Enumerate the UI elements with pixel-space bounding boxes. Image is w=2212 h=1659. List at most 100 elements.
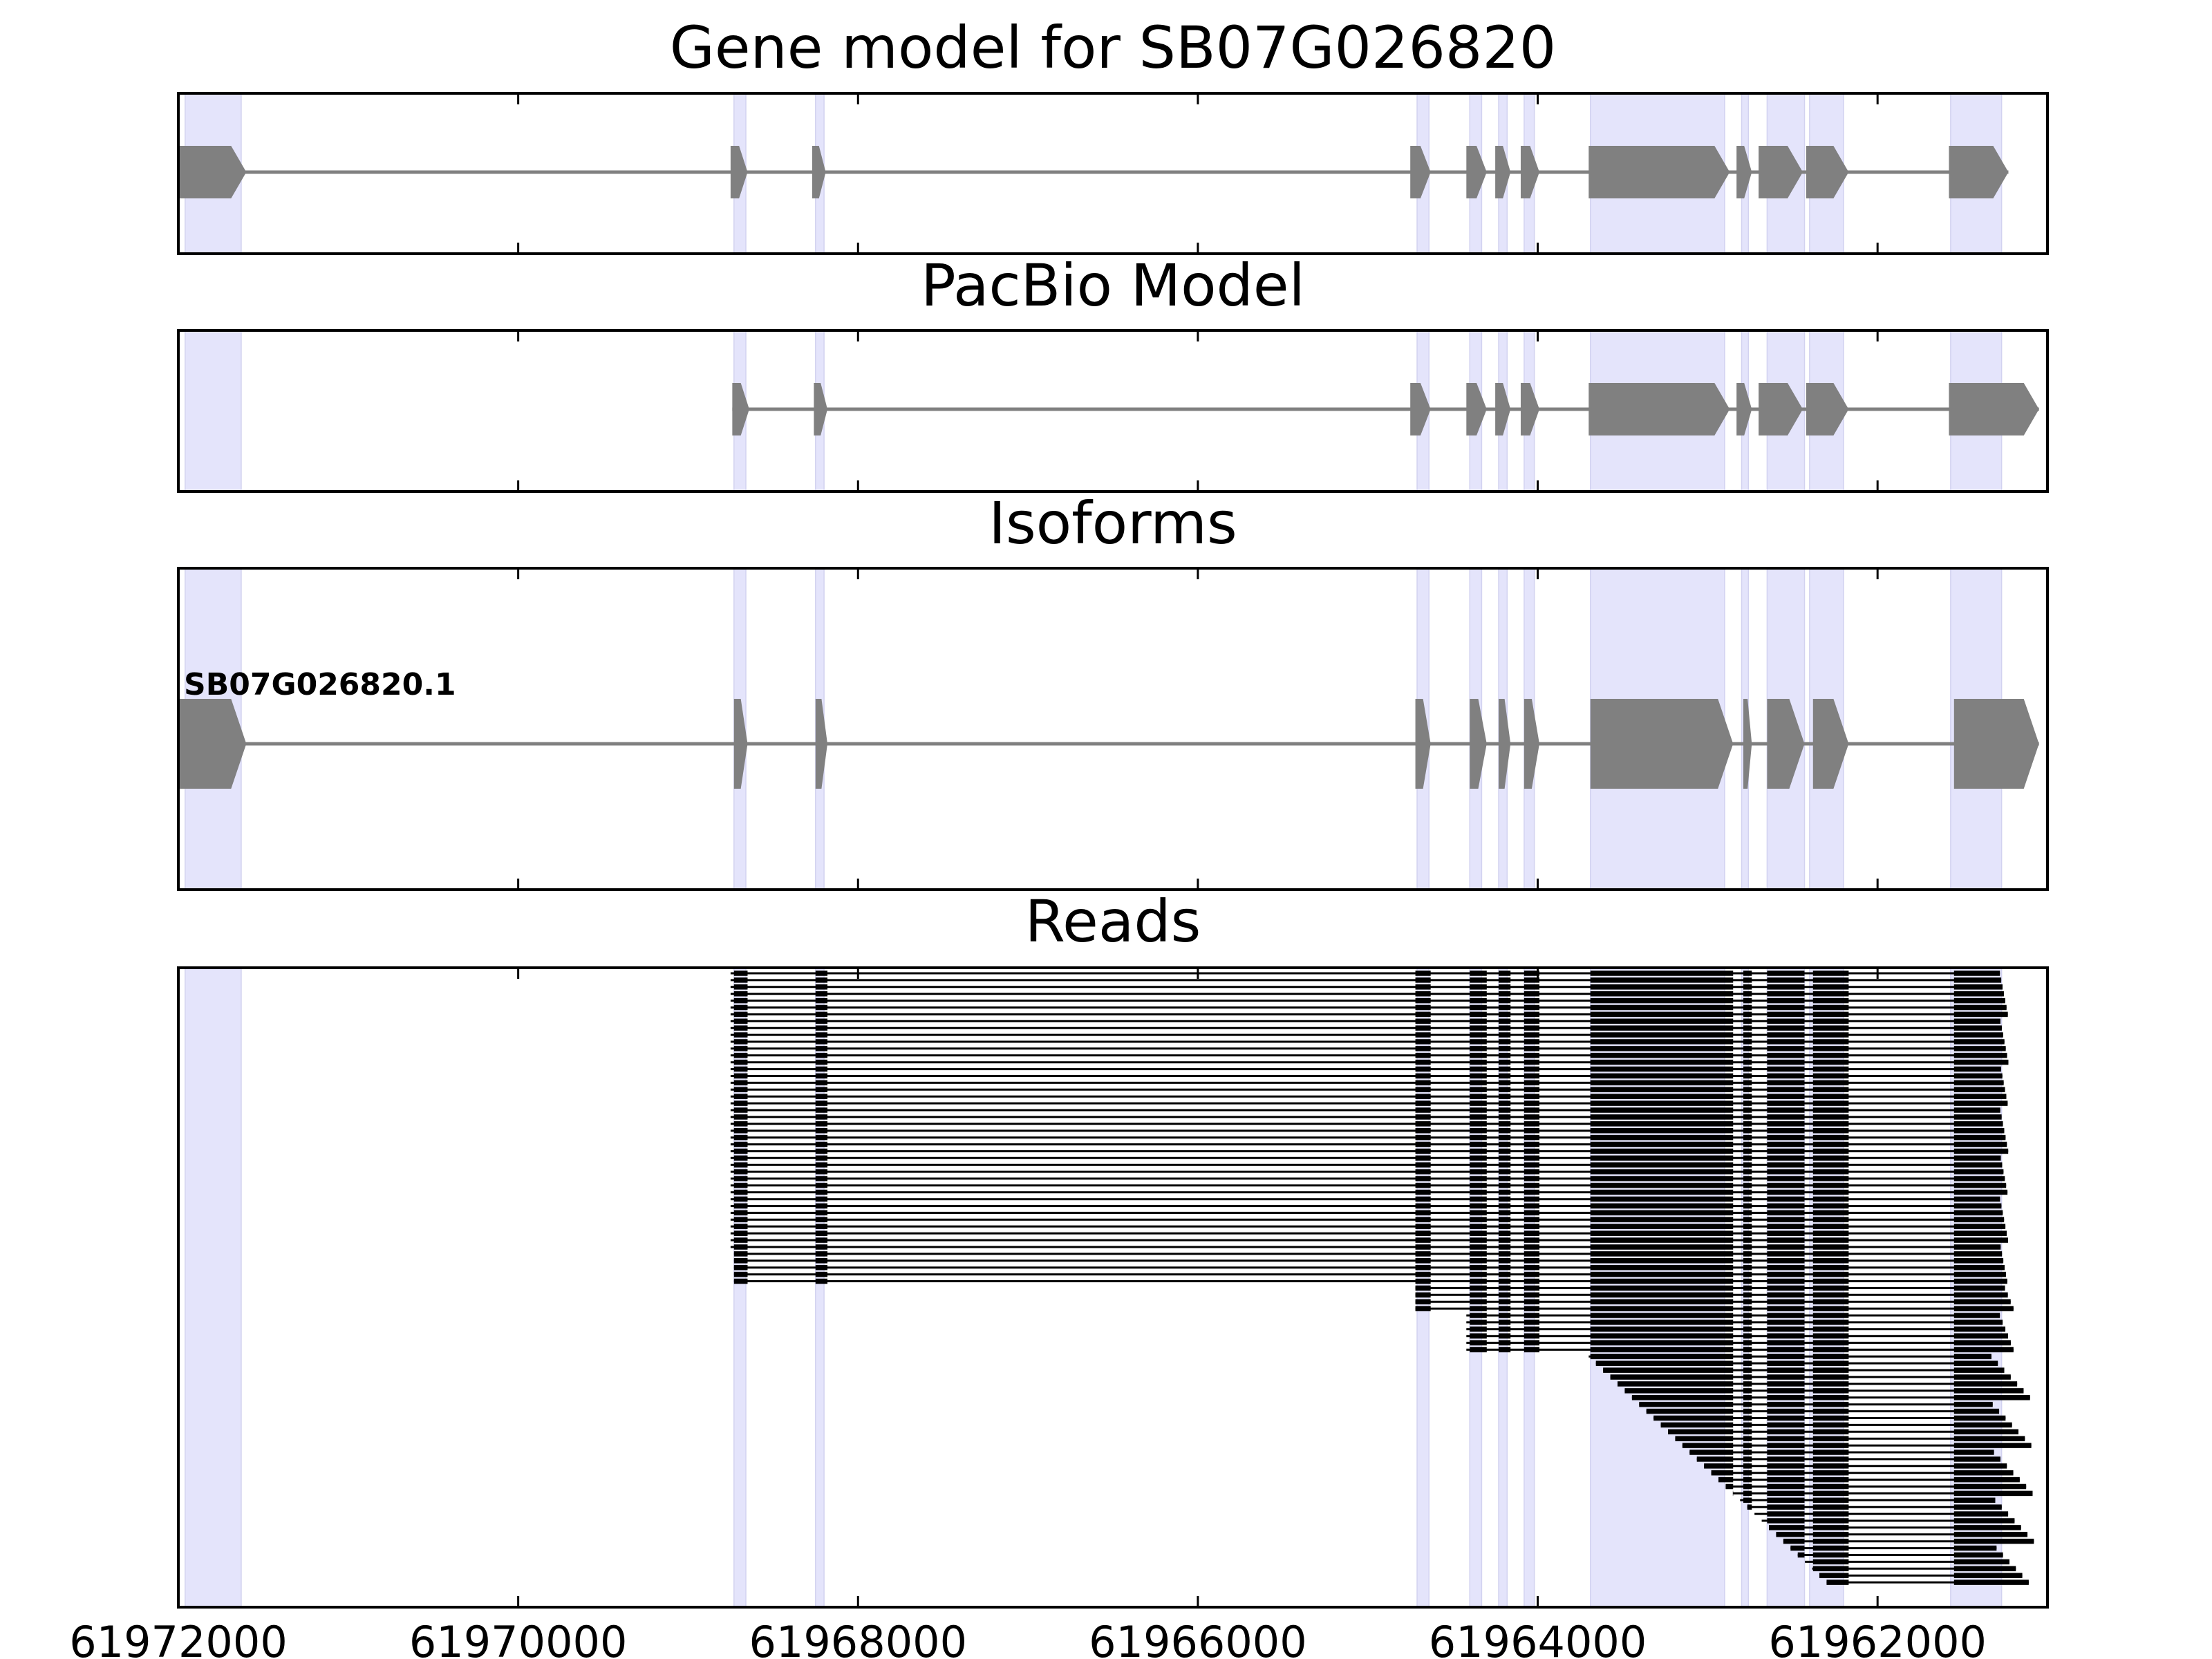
panel-reads-3: Reads bbox=[177, 888, 2049, 1609]
read-exon bbox=[1499, 1347, 1511, 1353]
read-exon bbox=[1499, 1292, 1511, 1298]
read-exon bbox=[733, 1059, 748, 1065]
read-exon bbox=[1499, 1251, 1511, 1257]
read-exon bbox=[733, 1278, 748, 1284]
read-exon bbox=[1415, 1094, 1431, 1099]
read-exon bbox=[1743, 1217, 1752, 1223]
read-exon bbox=[1603, 1367, 1734, 1373]
axes-frame bbox=[177, 92, 2049, 255]
read-exon bbox=[1953, 1477, 2020, 1483]
read-exon bbox=[733, 1080, 748, 1086]
read-exon bbox=[1812, 1053, 1849, 1058]
read-exon bbox=[1499, 1046, 1511, 1051]
read-exon bbox=[1812, 1251, 1849, 1257]
read-exon bbox=[1812, 1039, 1849, 1044]
read-exon bbox=[733, 1107, 748, 1113]
read-exon bbox=[1470, 1148, 1487, 1154]
read-exon bbox=[1590, 1190, 1734, 1195]
read-exon bbox=[1499, 1018, 1511, 1024]
read-exon bbox=[1953, 1169, 2004, 1174]
read-exon bbox=[1953, 1251, 2003, 1257]
read-exon bbox=[1953, 1114, 2002, 1120]
read-exon bbox=[1743, 1320, 1752, 1325]
read-exon bbox=[1767, 1381, 1805, 1387]
read-exon bbox=[1953, 1292, 2008, 1298]
read-exon bbox=[1590, 1018, 1734, 1024]
read-exon bbox=[1812, 1436, 1849, 1441]
read-exon bbox=[1767, 1169, 1805, 1174]
read-exon bbox=[1524, 1306, 1540, 1311]
read-exon bbox=[1415, 1271, 1431, 1277]
read-exon bbox=[815, 1004, 828, 1011]
read-exon bbox=[1953, 1456, 2000, 1462]
read-exon bbox=[1812, 1353, 1849, 1360]
read-exon bbox=[733, 1271, 748, 1277]
read-exon bbox=[1767, 1155, 1805, 1161]
read-exon bbox=[1415, 1183, 1431, 1188]
read-exon bbox=[1470, 1046, 1487, 1051]
read-exon bbox=[1953, 1566, 2016, 1572]
read-exon bbox=[1812, 1545, 1849, 1551]
exon-block bbox=[1759, 146, 1803, 198]
read-exon bbox=[733, 1176, 748, 1181]
read-exon bbox=[1953, 1196, 2000, 1202]
read-exon bbox=[1812, 1450, 1849, 1455]
read-exon bbox=[1812, 1100, 1849, 1106]
read-exon bbox=[1743, 1094, 1752, 1099]
exon-block bbox=[732, 383, 749, 435]
read-exon bbox=[1590, 1230, 1734, 1236]
read-exon bbox=[1743, 1456, 1752, 1462]
read-exon bbox=[1812, 1203, 1849, 1209]
read-exon bbox=[733, 1127, 748, 1134]
read-exon bbox=[1499, 1087, 1511, 1093]
read-exon bbox=[1524, 1025, 1540, 1031]
read-exon bbox=[1812, 1176, 1849, 1181]
read-exon bbox=[1743, 1347, 1752, 1353]
read-exon bbox=[1953, 1066, 2001, 1072]
read-exon bbox=[1499, 1127, 1511, 1134]
read-exon bbox=[1953, 1141, 2007, 1147]
read-exon bbox=[815, 1011, 828, 1018]
read-exon bbox=[733, 1114, 748, 1120]
read-exon bbox=[1767, 1004, 1805, 1011]
read-exon bbox=[1812, 1511, 1849, 1517]
read-exon bbox=[1743, 1148, 1752, 1154]
read-exon bbox=[1415, 1025, 1431, 1031]
read-exon bbox=[1767, 1121, 1805, 1127]
read-exon bbox=[733, 1155, 748, 1161]
read-exon bbox=[1590, 1127, 1734, 1134]
read-exon bbox=[1812, 1504, 1849, 1510]
read-exon bbox=[1743, 1190, 1752, 1195]
read-exon bbox=[1767, 1320, 1805, 1325]
read-exon bbox=[1590, 1217, 1734, 1223]
read-exon bbox=[815, 991, 828, 997]
read-exon bbox=[1590, 1114, 1734, 1120]
read-exon bbox=[1812, 1155, 1849, 1161]
read-exon bbox=[1470, 1237, 1487, 1243]
read-exon bbox=[1812, 1217, 1849, 1223]
read-exon bbox=[1953, 1559, 2009, 1565]
read-exon bbox=[1499, 1066, 1511, 1072]
read-exon bbox=[1415, 1134, 1431, 1141]
read-exon bbox=[1812, 1552, 1849, 1558]
read-exon bbox=[1743, 1285, 1752, 1291]
exon-block bbox=[1590, 699, 1734, 789]
read-exon bbox=[1499, 1285, 1511, 1291]
read-exon bbox=[1524, 1011, 1540, 1018]
read-exon bbox=[1470, 991, 1487, 997]
read-exon bbox=[1743, 1422, 1752, 1428]
read-exon bbox=[1499, 1176, 1511, 1181]
read-exon bbox=[1743, 1059, 1752, 1065]
read-exon bbox=[1470, 1053, 1487, 1058]
read-exon bbox=[1953, 1299, 2011, 1304]
read-exon bbox=[1470, 1141, 1487, 1147]
read-exon bbox=[1953, 1381, 2018, 1387]
read-exon bbox=[1743, 1264, 1752, 1271]
read-exon bbox=[1953, 1148, 2009, 1154]
read-exon bbox=[815, 1087, 828, 1093]
read-exon bbox=[1812, 971, 1849, 976]
read-exon bbox=[1743, 1196, 1752, 1202]
read-exon bbox=[1953, 1511, 2009, 1517]
read-exon bbox=[1470, 1217, 1487, 1223]
read-exon bbox=[1767, 977, 1805, 983]
